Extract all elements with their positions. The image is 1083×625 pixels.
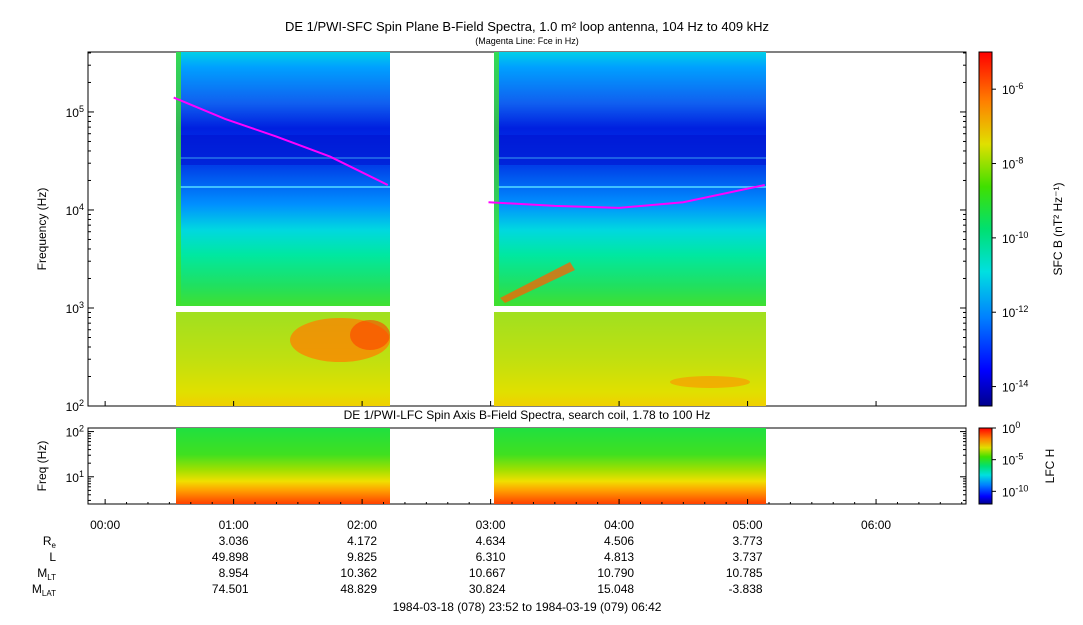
ephemeris-value: 74.501	[212, 582, 249, 596]
sfc-colorbar-tick-label: 10-12	[1002, 304, 1028, 320]
lfc-block-2	[494, 428, 766, 504]
sfc-colorbar-label: SFC B (nT² Hz⁻¹)	[1051, 183, 1065, 276]
top-y-tick-label: 105	[66, 104, 84, 120]
bottom-y-tick-label: 102	[66, 424, 84, 440]
ephemeris-table: Re 3.036 4.172 4.634 4.506 3.773 L 49.898 9.825 6…	[32, 534, 763, 598]
ephemeris-value: 3.773	[733, 534, 763, 548]
fce-line-segment	[488, 184, 765, 209]
x-tick-label: 01:00	[219, 518, 249, 532]
date-range: 1984-03-18 (078) 23:52 to 1984-03-19 (07…	[393, 600, 662, 614]
top-panel-subtitle: (Magenta Line: Fce in Hz)	[475, 36, 579, 46]
lfc-block-1	[176, 428, 390, 504]
ephemeris-row-label: Re	[43, 534, 57, 550]
ephemeris-value: -3.838	[729, 582, 763, 596]
bottom-y-tick-label: 101	[66, 469, 84, 485]
x-tick-label: 02:00	[347, 518, 377, 532]
ephemeris-value: 6.310	[476, 550, 506, 564]
lfc-colorbar-tick-label: 10-10	[1002, 483, 1028, 499]
sfc-block-2-low	[494, 312, 766, 406]
ephemeris-value: 3.737	[733, 550, 763, 564]
lfc-colorbar-tick-label: 10-5	[1002, 452, 1023, 468]
x-tick-label: 05:00	[733, 518, 763, 532]
fce-line-segment	[173, 96, 389, 186]
sfc-colorbar-tick-label: 10-6	[1002, 81, 1023, 97]
x-tick-label: 04:00	[604, 518, 634, 532]
sfc-colorbar-tick-label: 10-14	[1002, 379, 1028, 395]
ephemeris-value: 4.506	[604, 534, 634, 548]
fce-line	[173, 96, 765, 209]
top-y-tick-label: 103	[66, 300, 84, 316]
top-y-tick-label: 102	[66, 398, 84, 414]
lfc-spectrogram: 101 102 00:00 01:00 02:00 03:00 04:00 05:00 06:…	[66, 401, 967, 532]
ephemeris-row-label: MLT	[37, 566, 56, 582]
ephemeris-value: 4.634	[476, 534, 506, 548]
sfc-colorbar: 10-6 10-8 10-10 10-12 10-14	[978, 51, 1028, 407]
bottom-panel-title: DE 1/PWI-LFC Spin Axis B-Field Spectra, …	[344, 408, 711, 422]
ephemeris-value: 8.954	[219, 566, 249, 580]
ephemeris-value: 9.825	[347, 550, 377, 564]
lfc-colorbar-label: LFC H	[1043, 449, 1057, 484]
x-axis: 00:00 01:00 02:00 03:00 04:00 05:00 06:00	[90, 401, 963, 532]
bottom-y-axis-label: Freq (Hz)	[35, 441, 49, 492]
ephemeris-row-label: L	[49, 550, 56, 564]
ephemeris-value: 10.667	[469, 566, 506, 580]
x-tick-label: 00:00	[90, 518, 120, 532]
ephemeris-row-label: MLAT	[32, 582, 56, 598]
lfc-colorbar: 100 10-5 10-10	[978, 420, 1028, 505]
x-tick-label: 06:00	[861, 518, 891, 532]
ephemeris-value: 48.829	[340, 582, 377, 596]
lfc-colorbar-tick-label: 100	[1002, 420, 1020, 436]
sfc-block-2-high	[494, 52, 766, 306]
top-y-axis: 102 103 104 105	[66, 52, 966, 414]
ephemeris-value: 10.790	[597, 566, 634, 580]
sfc-colorbar-tick-label: 10-10	[1002, 230, 1028, 246]
sfc-spectrogram: 102 103 104 105	[66, 51, 967, 414]
ephemeris-value: 15.048	[597, 582, 634, 596]
ephemeris-value: 10.362	[340, 566, 377, 580]
top-panel-title: DE 1/PWI-SFC Spin Plane B-Field Spectra,…	[285, 19, 769, 34]
sfc-colorbar-tick-label: 10-8	[1002, 156, 1023, 172]
ephemeris-value: 49.898	[212, 550, 249, 564]
ephemeris-value: 4.172	[347, 534, 377, 548]
top-y-tick-label: 104	[66, 202, 84, 218]
top-y-axis-label: Frequency (Hz)	[35, 188, 49, 271]
ephemeris-value: 10.785	[726, 566, 763, 580]
sfc-block-1-high	[176, 52, 390, 306]
x-tick-label: 03:00	[476, 518, 506, 532]
bottom-y-axis: 101 102	[66, 424, 966, 501]
ephemeris-value: 3.036	[219, 534, 249, 548]
ephemeris-value: 30.824	[469, 582, 506, 596]
ephemeris-value: 4.813	[604, 550, 634, 564]
